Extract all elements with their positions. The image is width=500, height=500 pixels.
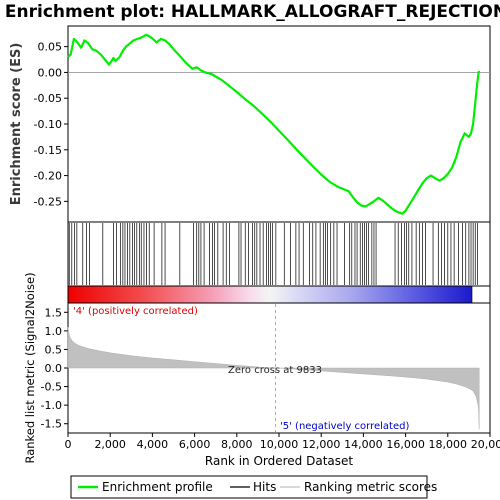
x-tick-label: 20,000 <box>471 438 500 451</box>
metric-y-tick-label: -0.5 <box>41 381 62 394</box>
es-y-tick-label: -0.25 <box>34 195 62 208</box>
x-tick-label: 0 <box>65 438 72 451</box>
chart-title: Enrichment plot: HALLMARK_ALLOGRAFT_REJE… <box>5 2 500 22</box>
metric-y-tick-label: 1.5 <box>45 306 63 319</box>
legend-hits: Hits <box>253 480 276 494</box>
legend-ranking-metric-scores: Ranking metric scores <box>304 480 437 494</box>
ranking-metric-area <box>67 327 480 430</box>
x-tick-label: 6,000 <box>179 438 211 451</box>
hits-panel <box>67 221 491 287</box>
x-axis-label: Rank in Ordered Dataset <box>205 454 353 468</box>
metric-y-tick-label: -1.5 <box>41 418 62 431</box>
rank-colorbar-fill <box>67 285 473 304</box>
metric-y-tick-label: 1.0 <box>45 325 63 338</box>
x-tick-label: 14,000 <box>344 438 383 451</box>
es-plot-area <box>67 25 491 223</box>
negative-correlation-label: '5' (negatively correlated) <box>280 421 409 432</box>
metric-y-tick-label: -1.0 <box>41 399 62 412</box>
metric-panel: 1.5 1.0 0.5 0.0 -0.5 -1.0 -1.5 '4' (positively… <box>23 272 491 464</box>
metric-y-axis-label: Ranked list metric (Signal2Noise) <box>23 272 37 463</box>
zero-cross-label: Zero cross at 9833 <box>228 365 322 376</box>
enrichment-profile-line <box>67 33 480 215</box>
legend-enrichment-profile: Enrichment profile <box>102 480 213 494</box>
x-tick-label: 16,000 <box>386 438 425 451</box>
x-tick-label: 10,000 <box>260 438 299 451</box>
es-y-tick-label: -0.15 <box>34 144 62 157</box>
metric-y-tick-label: 0.5 <box>45 343 63 356</box>
positive-correlation-label: '4' (positively correlated) <box>73 306 198 317</box>
legend: Enrichment profile Hits Ranking metric s… <box>70 475 437 499</box>
es-y-tick-label: 0.05 <box>38 41 63 54</box>
x-tick-label: 8,000 <box>221 438 253 451</box>
es-y-axis-label: Enrichment score (ES) <box>9 43 24 206</box>
x-tick-label: 2,000 <box>94 438 126 451</box>
metric-y-tick-label: 0.0 <box>45 362 63 375</box>
es-y-tick-label: -0.10 <box>34 118 62 131</box>
x-axis: 0 2,000 4,000 6,000 8,000 10,000 12,000 14,000 1… <box>65 433 500 451</box>
x-tick-label: 4,000 <box>137 438 169 451</box>
x-tick-label: 12,000 <box>302 438 341 451</box>
x-tick-label: 18,000 <box>429 438 468 451</box>
es-panel: 0.05 0.00 -0.05 -0.10 -0.15 -0.20 -0.25 Enrich… <box>9 25 491 223</box>
rank-colorbar <box>67 285 491 304</box>
es-y-tick-label: 0.00 <box>38 66 63 79</box>
hits-plot-area <box>67 221 491 287</box>
es-y-tick-label: -0.05 <box>34 92 62 105</box>
es-y-tick-label: -0.20 <box>34 170 62 183</box>
